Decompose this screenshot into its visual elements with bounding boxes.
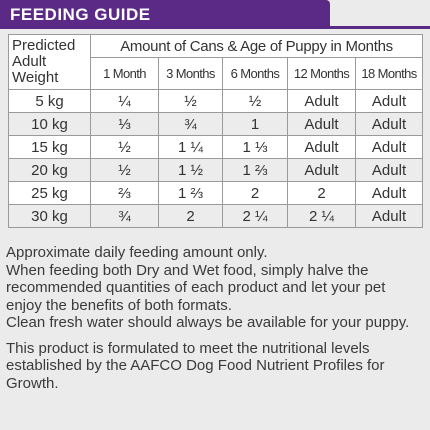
weight-cell: 30 kg [8,204,91,228]
table-row: 5 kg ¼ ½ ½ Adult Adult [8,89,424,113]
amount-cell: Adult [354,135,424,159]
column-header: 6 Months [222,57,288,90]
column-header: 1 Month [90,57,159,90]
note: When feeding both Dry and Wet food, simp… [6,261,386,314]
note: This product is formulated to meet the n… [6,339,385,392]
amount-cell: Adult [287,89,356,113]
amount-cell: Adult [354,204,424,228]
header-bar [0,0,330,29]
amount-cell: ¾ [90,204,159,228]
header-rule [330,26,430,29]
amount-cell: Adult [287,158,356,182]
amount-cell: ½ [158,89,223,113]
table-row: 25 kg ⅔ 1 ⅔ 2 2 Adult [8,181,424,205]
amount-cell: Adult [287,112,356,136]
amount-cell: 2 [222,181,288,205]
column-header: 3 Months [158,57,223,90]
amount-cell: ¾ [158,112,223,136]
notes: Approximate daily feeding amount only. Wh… [6,244,424,392]
amount-cell: ¼ [90,89,159,113]
note: Clean fresh water should always be avail… [6,314,410,331]
amount-cell: 1 ⅔ [158,181,223,205]
amount-cell: 1 [222,112,288,136]
amount-cell: ½ [90,135,159,159]
weight-cell: 15 kg [8,135,91,159]
amount-cell: Adult [354,158,424,182]
amount-cell: Adult [287,135,356,159]
amount-cell: Adult [354,112,424,136]
amount-cell: Adult [354,89,424,113]
amount-cell: ½ [222,89,288,113]
amount-cell: 1 ⅓ [222,135,288,159]
note: Approximate daily feeding amount only. [6,244,268,261]
amount-cell: 1 ¼ [158,135,223,159]
group-header: Amount of Cans & Age of Puppy in Months [89,34,424,58]
amount-cell: 2 ¼ [287,204,356,228]
weight-cell: 25 kg [8,181,91,205]
table-row: 10 kg ⅓ ¾ 1 Adult Adult [8,112,424,136]
feeding-table: Predicted Adult Weight Amount of Cans & … [8,34,424,228]
amount-cell: 1 ½ [158,158,223,182]
amount-cell: ½ [90,158,159,182]
amount-cell: 2 ¼ [222,204,288,228]
amount-cell: 2 [287,181,356,205]
amount-cell: ⅔ [90,181,159,205]
corner-header: Predicted Adult Weight [8,34,91,90]
weight-cell: 5 kg [8,89,91,113]
amount-cell: Adult [354,181,424,205]
amount-cell: 1 ⅔ [222,158,288,182]
weight-cell: 20 kg [8,158,91,182]
column-header: 18 Months [354,57,424,90]
weight-cell: 10 kg [8,112,91,136]
title: FEEDING GUIDE [10,5,151,24]
amount-cell: ⅓ [90,112,159,136]
amount-cell: 2 [158,204,223,228]
column-header: 12 Months [287,57,356,90]
